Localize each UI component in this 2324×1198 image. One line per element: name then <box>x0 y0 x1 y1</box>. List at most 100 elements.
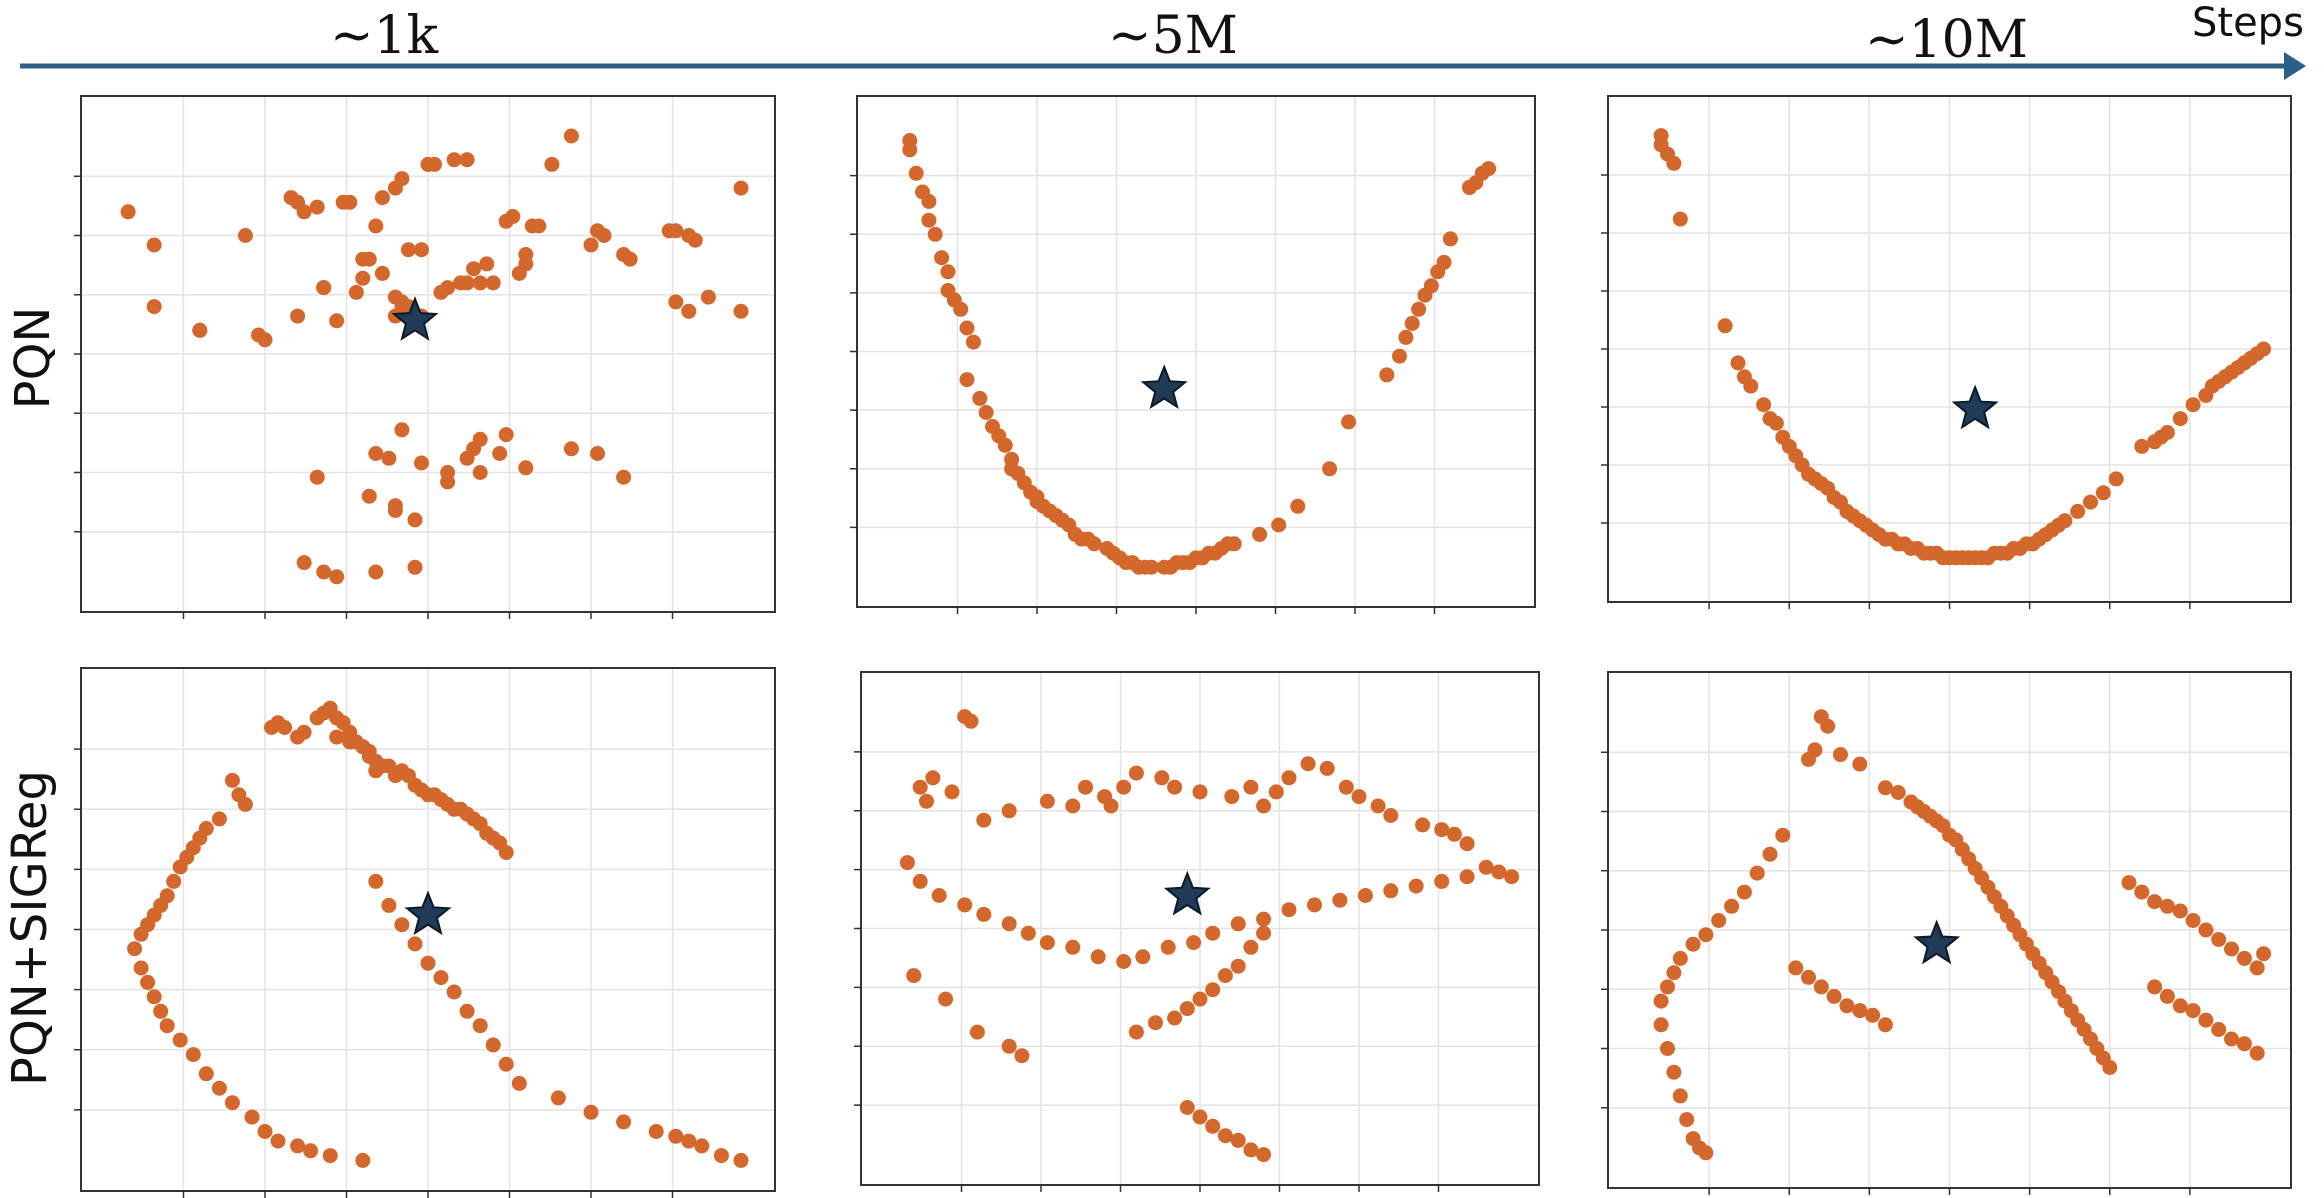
scatter-point <box>972 390 988 406</box>
scatter-point <box>1144 559 1159 575</box>
scatter-point <box>563 441 579 457</box>
scatter-point <box>648 1124 664 1139</box>
scatter-point <box>1820 718 1836 734</box>
scatter-point <box>940 264 956 280</box>
scatter-point <box>1404 315 1420 331</box>
scatter-point <box>309 469 325 485</box>
scatter-point <box>1160 939 1176 955</box>
scatter-panel-pqn-sigreg-1k <box>74 667 776 1198</box>
scatter-point <box>1128 1024 1144 1040</box>
scatter-point <box>368 446 384 461</box>
scatter-point <box>616 469 632 485</box>
scatter-point <box>407 512 423 528</box>
scatter-point <box>997 437 1013 453</box>
scatter-point <box>198 1066 214 1082</box>
scatter-point <box>1446 826 1462 842</box>
scatter-point <box>459 275 475 291</box>
scatter-point <box>563 128 579 144</box>
scatter-point <box>1256 911 1272 927</box>
scatter-point <box>1243 939 1259 955</box>
scatter-point <box>1281 902 1297 918</box>
scatter-point <box>583 237 599 253</box>
scatter-point <box>1672 950 1688 966</box>
scatter-point <box>1698 927 1714 943</box>
scatter-point <box>303 1143 319 1159</box>
scatter-point <box>1768 415 1784 431</box>
scatter-point <box>938 991 954 1007</box>
scatter-point <box>407 936 423 952</box>
scatter-point <box>2185 913 2201 928</box>
scatter-point <box>2172 411 2188 427</box>
scatter-point <box>1078 779 1093 795</box>
scatter-point <box>2224 941 2239 957</box>
scatter-point <box>2070 503 2086 519</box>
scatter-point <box>1332 892 1348 908</box>
scatter-point <box>1833 747 1848 763</box>
scatter-point <box>616 1114 632 1130</box>
scatter-point <box>1890 785 1906 800</box>
scatter-point <box>1730 355 1746 371</box>
scatter-point <box>1307 897 1322 913</box>
scatter-point <box>733 303 749 319</box>
scatter-point <box>919 793 934 809</box>
scatter-point <box>368 564 384 580</box>
scatter-point <box>2198 922 2214 938</box>
scatter-point <box>172 859 188 875</box>
scatter-point <box>518 247 534 262</box>
scatter-point <box>969 1024 985 1040</box>
scatter-point <box>2256 946 2272 962</box>
scatter-point <box>290 1138 306 1154</box>
scatter-point <box>921 193 937 209</box>
scatter-point <box>963 713 979 729</box>
scatter-point <box>296 724 312 740</box>
scatter-point <box>668 294 684 310</box>
scatter-point <box>459 1003 475 1019</box>
scatter-point <box>485 275 501 291</box>
scatter-point <box>146 989 162 1005</box>
center-star-marker <box>404 890 452 936</box>
scatter-point <box>368 873 384 889</box>
scatter-point <box>1839 998 1855 1014</box>
scatter-point <box>329 729 345 745</box>
scatter-point <box>1014 1048 1030 1064</box>
scatter-point <box>953 301 969 317</box>
scatter-point <box>511 1075 527 1091</box>
scatter-point <box>381 450 397 466</box>
scatter-point <box>1192 1109 1208 1125</box>
scatter-point <box>1039 935 1055 951</box>
scatter-point <box>1711 913 1727 928</box>
scatter-point <box>899 855 915 871</box>
scatter-panel-pqn-sigreg-5m <box>854 671 1540 1192</box>
scatter-point <box>472 465 488 480</box>
scatter-point <box>713 1148 729 1164</box>
scatter-point <box>1383 808 1399 823</box>
scatter-point <box>322 1148 338 1164</box>
scatter-point <box>1148 1015 1163 1031</box>
scatter-point <box>2147 979 2163 995</box>
scatter-point <box>498 845 514 860</box>
scatter-point <box>1128 765 1144 781</box>
scatter-point <box>1852 1003 1868 1019</box>
scatter-point <box>912 779 928 795</box>
scatter-point <box>1243 779 1259 795</box>
scatter-point <box>472 275 488 291</box>
scatter-point <box>2249 960 2265 976</box>
scatter-point <box>902 142 918 158</box>
scatter-point <box>927 226 943 242</box>
scatter-point <box>433 970 449 986</box>
scatter-point <box>257 332 273 348</box>
scatter-point <box>1491 864 1507 880</box>
scatter-point <box>1478 859 1494 875</box>
scatter-point <box>2224 1031 2239 1047</box>
scatter-point <box>2134 884 2150 900</box>
scatter-point <box>544 156 560 172</box>
scatter-point <box>1459 869 1475 885</box>
scatter-point <box>1186 935 1202 951</box>
scatter-point <box>127 941 143 957</box>
scatter-point <box>976 906 992 922</box>
scatter-point <box>146 299 162 315</box>
scatter-point <box>1749 865 1765 881</box>
scatter-point <box>1179 1100 1195 1115</box>
steps-axis-label: Steps <box>2192 0 2304 46</box>
